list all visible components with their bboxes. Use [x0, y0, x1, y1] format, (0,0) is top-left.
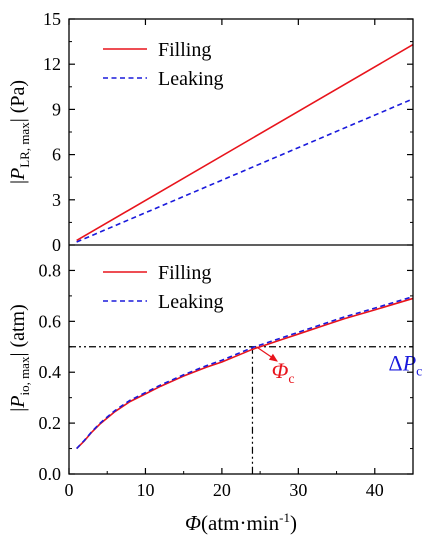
bottom-x-tick-label: 20 — [213, 480, 231, 500]
bottom-y-tick-label: 0.6 — [39, 311, 62, 331]
x-label-superscript: -1 — [279, 510, 290, 525]
annotation-delta-p-c-subscript: c — [416, 365, 422, 380]
bottom-y-label-symbol: P — [7, 396, 29, 409]
bottom-y-label-units: | (atm) — [7, 304, 29, 356]
top-y-label-subscript: LR, max — [17, 122, 32, 168]
annotation-phi-c: Φc — [272, 358, 295, 387]
bottom-y-label-bar: | — [7, 408, 29, 412]
plot-frame — [68, 18, 414, 475]
x-label-symbol: Φ — [185, 511, 201, 535]
bottom-x-tick-label: 10 — [136, 480, 154, 500]
top-y-tick-label: 6 — [52, 145, 61, 165]
top-series-leaking — [76, 98, 414, 243]
top-y-tick-label: 0 — [52, 235, 61, 255]
bottom-series-leaking — [76, 295, 414, 450]
x-label-close: ) — [290, 511, 297, 535]
top-y-tick-label: 12 — [43, 54, 61, 74]
bottom-y-label-subscript: io, max — [17, 356, 32, 395]
annotation-delta-p-c-delta: Δ — [389, 351, 403, 376]
top-y-tick-label: 9 — [52, 99, 61, 119]
bottom-y-axis-label: |Pio, max| (atm) — [7, 304, 32, 412]
top-y-tick-label: 3 — [52, 190, 61, 210]
bottom-series-filling — [76, 297, 414, 450]
bottom-x-tick-label: 40 — [366, 480, 384, 500]
top-y-tick-label: 15 — [43, 9, 61, 29]
top-series-filling — [76, 43, 414, 242]
top-panel: 0 3 6 9 12 15 Filling Leaking |PLR, max| (Pa) — [7, 9, 414, 255]
top-legend-label-filling: Filling — [158, 39, 211, 61]
x-label-units: (atm·min — [201, 511, 280, 535]
annotation-phi-c-subscript: c — [288, 372, 294, 387]
outer-frame — [68, 18, 414, 475]
bottom-y-tick-label: 0.4 — [39, 362, 62, 382]
x-axis-label: Φ(atm·min-1) — [185, 510, 297, 535]
bottom-y-tick-label: 0.8 — [39, 260, 62, 280]
bottom-y-tick-label: 0.2 — [39, 413, 62, 433]
bottom-legend-label-leaking: Leaking — [158, 291, 224, 313]
top-legend-label-leaking: Leaking — [158, 68, 224, 90]
critical-point-arrow-head — [268, 353, 278, 362]
bottom-y-tick-label: 0.0 — [39, 464, 62, 484]
top-y-axis-label: |PLR, max| (Pa) — [7, 80, 32, 184]
annotation-phi-c-symbol: Φ — [272, 358, 289, 383]
bottom-x-tick-label: 0 — [65, 480, 74, 500]
bottom-legend-label-filling: Filling — [158, 262, 211, 284]
top-y-label-bar: | — [7, 180, 29, 184]
top-y-label-units: | (Pa) — [7, 80, 29, 122]
annotation-delta-p-c: ΔPc — [389, 351, 423, 380]
bottom-x-tick-label: 30 — [289, 480, 307, 500]
top-y-label-symbol: P — [7, 168, 29, 181]
